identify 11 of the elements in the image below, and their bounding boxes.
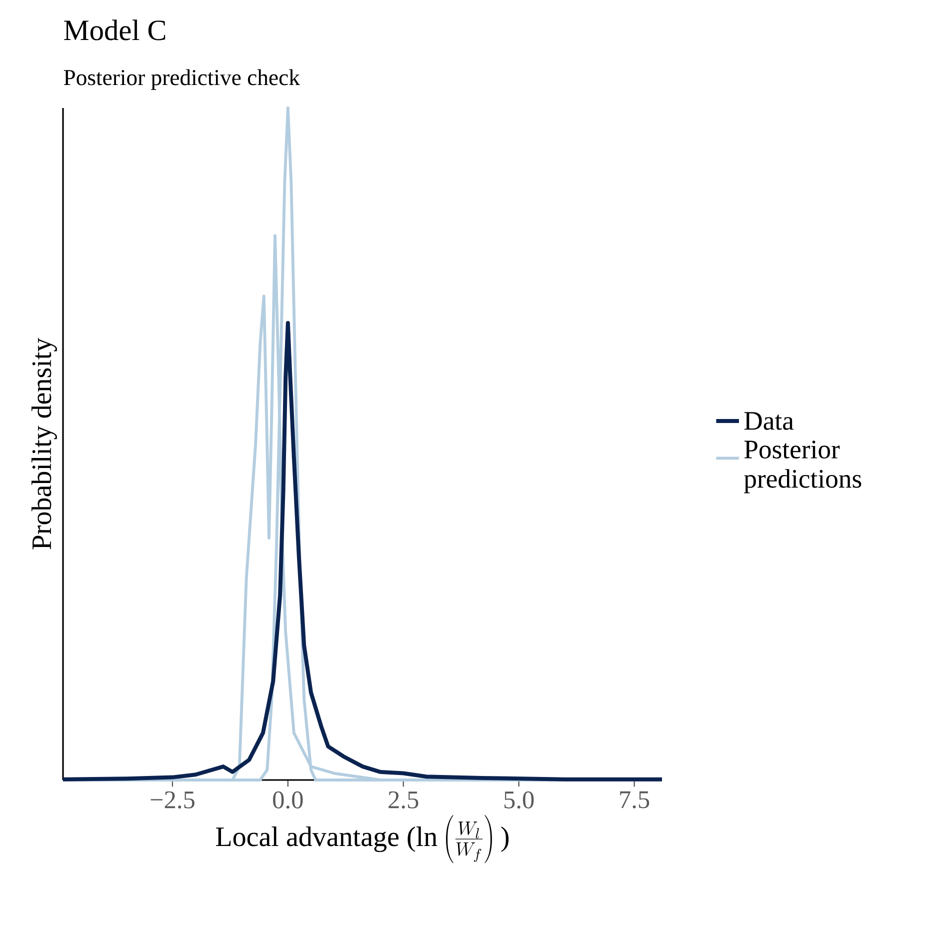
legend-label: Posterior predictions — [744, 440, 862, 494]
x-tick-label: 0.0 — [273, 791, 303, 809]
y-axis-title: Probability density — [31, 338, 57, 550]
chart-title: Model C — [64, 20, 166, 40]
x-tick-label: 5.0 — [504, 791, 534, 809]
x-tick-label: 2.5 — [388, 791, 418, 809]
chart-subtitle: Posterior predictive check — [64, 69, 300, 90]
x-axis-title: $\mbox{Local advantage (ln}\left(\frac{W_l}{W_f}\right)\mbox{)}$ — [216, 815, 509, 864]
x-tick-label: 7.5 — [620, 791, 650, 808]
legend-label: Data — [744, 412, 794, 430]
x-tick-label: −2.5 — [150, 791, 194, 809]
